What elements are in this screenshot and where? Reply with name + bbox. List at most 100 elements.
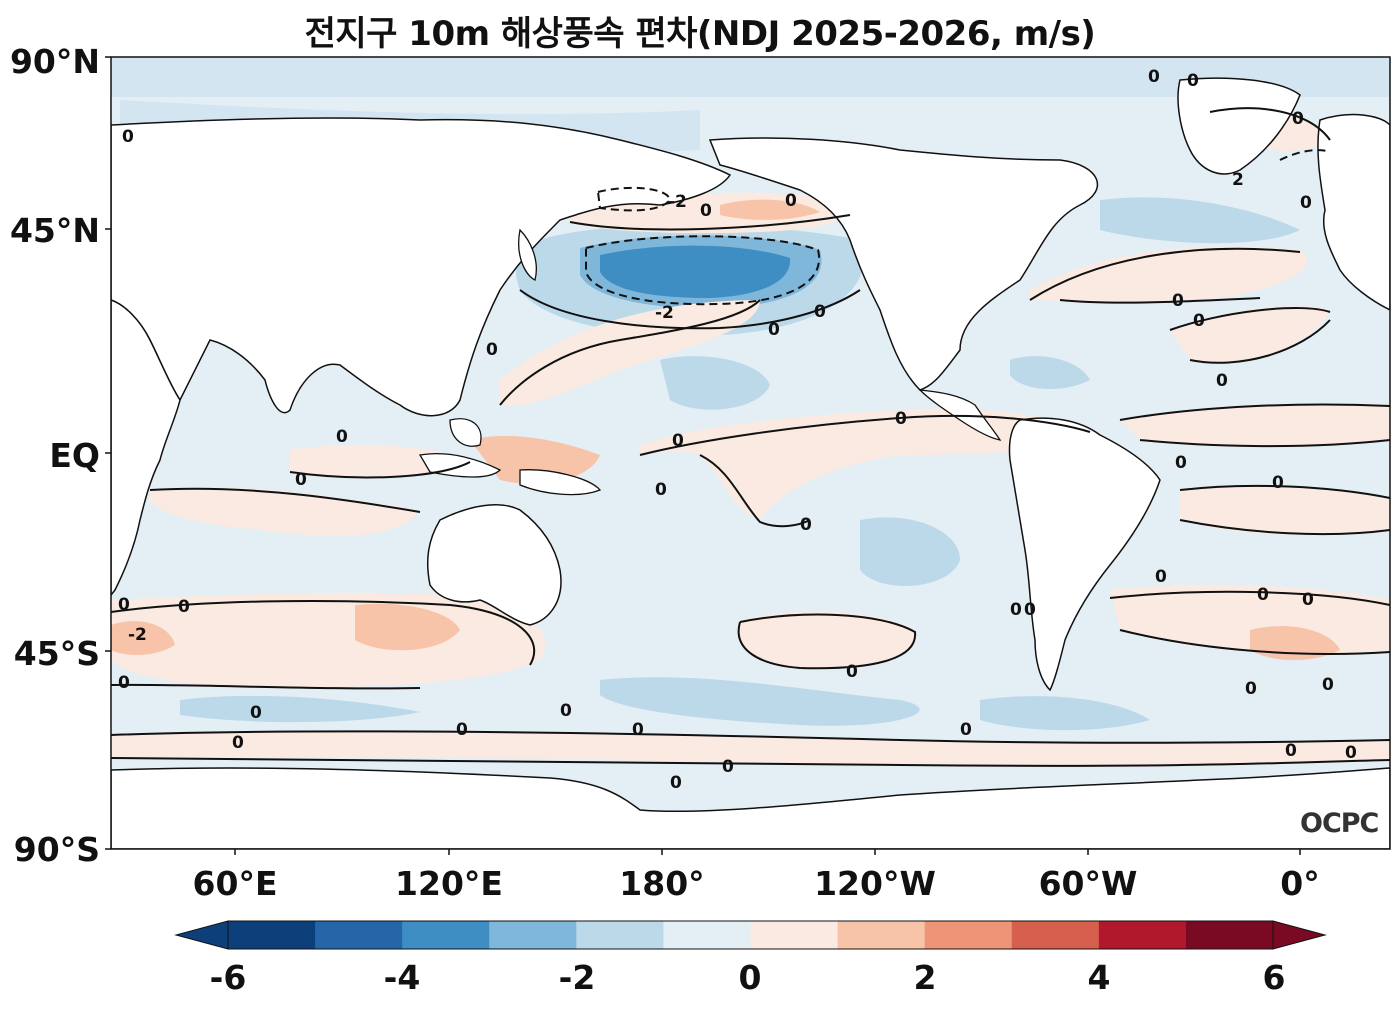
contour-label: 0 <box>118 673 130 693</box>
anomaly-patch-negative <box>980 696 1150 731</box>
colorbar-extend-max <box>1272 920 1327 950</box>
contour-label: 0 <box>1193 311 1205 331</box>
contour-label: 0 <box>960 720 972 740</box>
colorbar-tick-label: 6 <box>1262 958 1286 997</box>
contour-label: 0 <box>1155 567 1167 587</box>
contour-zero <box>1169 307 1331 331</box>
colorbar-swatch <box>315 921 403 949</box>
contour-label: 0 <box>785 191 797 211</box>
contour-zero <box>1179 484 1390 499</box>
contour-minus-two <box>585 235 821 306</box>
colorbar-swatch <box>924 921 1013 949</box>
land-north-america <box>708 137 1099 391</box>
contour-label: -2 <box>655 303 674 323</box>
contour-label: 0 <box>295 470 307 490</box>
colorbar-tick-label: 0 <box>738 958 762 997</box>
contour-label: 0 <box>722 757 734 777</box>
colorbar-swatch <box>1011 921 1100 949</box>
lon-label-60w: 60°W <box>1038 864 1138 903</box>
lat-label-eq: EQ <box>49 436 100 475</box>
anomaly-patch-positive <box>111 731 1390 765</box>
anomaly-patch-positive <box>720 199 820 220</box>
anomaly-patch-negative <box>600 245 791 298</box>
colorbar-swatch <box>1098 921 1187 949</box>
land-europe <box>1317 113 1390 311</box>
map-title: 전지구 10m 해상풍속 편차(NDJ 2025-2026, m/s) <box>304 14 1096 54</box>
contour-zero <box>699 454 811 528</box>
anomaly-patch-positive <box>150 487 420 536</box>
colorbar-tick-label: -2 <box>558 958 596 997</box>
contour-minus-two <box>596 186 672 212</box>
lon-label-60e: 60°E <box>192 864 278 903</box>
contour-zero <box>1139 439 1390 448</box>
colorbar-tick-label: 2 <box>913 958 937 997</box>
anomaly-patch-positive <box>1180 484 1390 536</box>
contour-label: -2 <box>668 192 687 212</box>
colorbar <box>174 920 1327 950</box>
contour-zero <box>289 461 471 479</box>
contour-zero <box>519 289 861 330</box>
contour-label: 0 <box>1245 679 1257 699</box>
land-antarctica <box>111 767 1390 849</box>
contour-zero <box>1119 629 1390 655</box>
anomaly-patch-negative <box>1100 197 1300 244</box>
contour-label: 0 <box>895 409 907 429</box>
contour-label: 0 <box>336 427 348 447</box>
contour-label: 0 <box>486 340 498 360</box>
contour-label: 0 <box>232 733 244 753</box>
contour-zero <box>111 730 1390 744</box>
anomaly-patch-negative <box>1010 356 1090 390</box>
anomaly-patch-positive <box>1120 403 1390 446</box>
anomaly-patch-negative <box>180 695 420 723</box>
contour-label: 0 <box>456 720 468 740</box>
colorbar-swatch <box>837 921 926 949</box>
contour-label: 0 <box>700 201 712 221</box>
anomaly-patch-positive <box>290 444 470 477</box>
contour-label: 0 <box>1010 600 1022 620</box>
arctic-band <box>111 57 1390 97</box>
land-south-america <box>1008 417 1161 692</box>
contour-zero <box>569 214 851 231</box>
contour-label: 0 <box>800 515 812 535</box>
contour-label: 0 <box>1216 371 1228 391</box>
anomaly-patch-negative <box>600 677 920 726</box>
anomaly-patch-positive <box>355 603 460 651</box>
lon-label-120e: 120°E <box>395 864 503 903</box>
contour-label: 0 <box>670 773 682 793</box>
contour-minus-two <box>1279 149 1331 161</box>
contour-label: 0 <box>1187 71 1199 91</box>
colorbar-swatch <box>663 921 751 949</box>
anomaly-patch-positive <box>1030 246 1308 303</box>
contour-label: 0 <box>560 701 572 721</box>
contour-label: 0 <box>672 431 684 451</box>
anomaly-patch-positive <box>111 621 175 655</box>
land-greenland <box>1177 77 1301 175</box>
colorbar-swatch <box>1185 921 1274 949</box>
contour-zero <box>639 414 1091 456</box>
contour-zero <box>111 683 421 690</box>
contour-label: 0 <box>250 703 262 723</box>
contour-label: 2 <box>1232 170 1244 190</box>
colorbar-swatch <box>750 921 839 949</box>
contour-zero <box>499 299 761 406</box>
contour-zero <box>111 757 1390 767</box>
lat-label-45s: 45°S <box>13 634 100 673</box>
contour-zero <box>1209 107 1331 141</box>
lon-label-120w: 120°W <box>814 864 936 903</box>
contour-zero <box>737 613 917 670</box>
contour-lines <box>111 107 1390 767</box>
contour-label: 0 <box>1322 675 1334 695</box>
contour-label: 0 <box>1285 741 1297 761</box>
colorbar-tick-label: -4 <box>383 958 421 997</box>
land-borneo <box>449 418 482 447</box>
land-japan <box>518 228 537 281</box>
anomaly-patch-positive <box>640 408 1090 520</box>
contour-label: 0 <box>1172 291 1184 311</box>
contour-label: 0 <box>768 320 780 340</box>
colorbar-swatch <box>402 921 490 949</box>
contour-label: 0 <box>655 480 667 500</box>
contour-zero <box>1119 403 1390 421</box>
lat-label-90s: 90°S <box>13 830 100 869</box>
land-africa <box>111 299 181 597</box>
lon-label-0: 0° <box>1280 864 1320 903</box>
